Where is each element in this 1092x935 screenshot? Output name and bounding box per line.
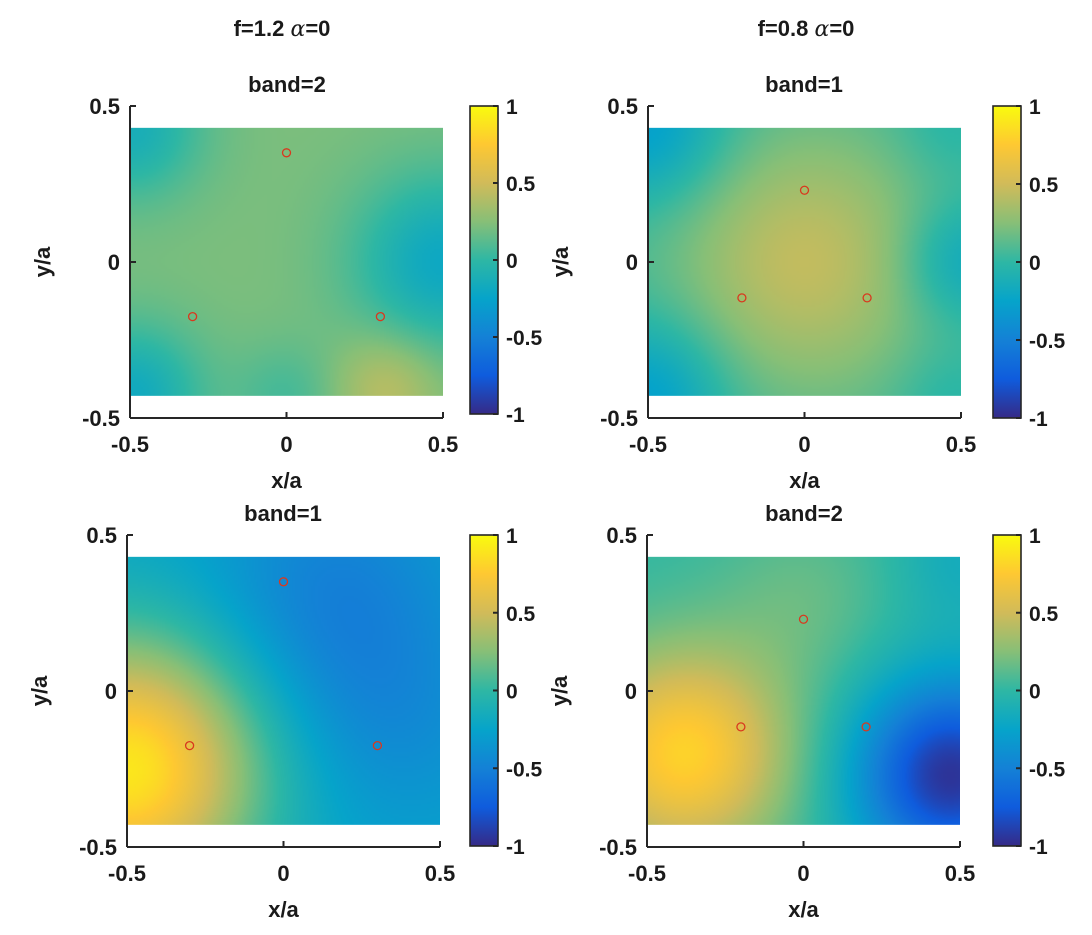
y-tick-label: 0 (108, 250, 120, 275)
site-marker (862, 293, 872, 303)
x-axis-label: x/a (268, 897, 299, 922)
panel-title: band=2 (248, 72, 326, 97)
colorbar-tick-label: -1 (506, 836, 525, 859)
colorbar-tick-label: -1 (506, 404, 525, 427)
site-marker (281, 148, 292, 158)
site-marker (372, 740, 383, 751)
colorbar-tick-label: 0 (506, 681, 518, 704)
y-tick-label: 0 (105, 679, 117, 704)
heatmap-field (648, 127, 961, 396)
x-tick-label: 0.5 (428, 432, 459, 457)
x-axis-label: x/a (788, 897, 819, 922)
y-tick-label: 0.5 (607, 94, 638, 119)
panel-top-right: band=1 -0.5 0 0.5 -0.5 0 0.5 x/a y/a -1 -0.5 0 0.5 1 (548, 72, 1066, 493)
x-tick-label: -0.5 (629, 432, 667, 457)
site-marker (798, 614, 809, 624)
x-tick-label: 0.5 (425, 861, 456, 886)
y-tick-label: 0.5 (89, 94, 120, 119)
y-axis-label: y/a (547, 675, 572, 706)
colorbar-tick-label: 0 (1029, 252, 1041, 275)
site-marker (737, 293, 747, 303)
x-axis-label: x/a (271, 468, 302, 493)
heatmap-field (130, 127, 443, 396)
colorbar-tick-label: 1 (506, 96, 518, 119)
site-marker (861, 722, 871, 732)
x-tick-label: 0 (277, 861, 289, 886)
colorbar-tick-label: -0.5 (506, 758, 543, 781)
heatmap-field (647, 556, 960, 825)
colorbar-tick-label: -0.5 (1029, 330, 1066, 353)
colorbar-tick-label: 0.5 (506, 603, 536, 626)
colorbar-tick-label: 0.5 (1029, 603, 1059, 626)
panel-bottom-right: band=2 -0.5 0 0.5 -0.5 0 0.5 x/a y/a -1 -0.5 0 0.5 1 (547, 501, 1066, 922)
heatmap-field (127, 556, 440, 825)
y-tick-label: -0.5 (599, 835, 637, 860)
panel-title: band=1 (765, 72, 843, 97)
colorbar-tick-label: 1 (1029, 96, 1041, 119)
panel-top-left: band=2 -0.5 0 0.5 -0.5 0 0.5 x/a y/a -1 -0.5 0 0.5 1 (30, 72, 543, 493)
colorbar-tick-label: -0.5 (1029, 758, 1066, 781)
colorbar-tick-label: 0.5 (506, 173, 536, 196)
y-tick-label: -0.5 (600, 406, 638, 431)
colorbar-tick-label: 0.5 (1029, 174, 1059, 197)
site-marker (184, 740, 195, 751)
y-tick-label: -0.5 (82, 406, 120, 431)
site-marker (187, 311, 198, 322)
y-tick-label: 0 (625, 679, 637, 704)
y-axis-label: y/a (548, 246, 573, 277)
colorbar-tick-label: -1 (1029, 408, 1048, 431)
y-tick-label: -0.5 (79, 835, 117, 860)
site-marker (736, 722, 746, 732)
x-tick-label: 0 (280, 432, 292, 457)
panel-title: band=2 (765, 501, 843, 526)
site-marker (375, 311, 386, 322)
x-tick-label: -0.5 (108, 861, 146, 886)
y-axis-label: y/a (30, 246, 55, 277)
colorbar-tick-label: -1 (1029, 836, 1048, 859)
column-title-right: f=0.8 α=0 (758, 16, 855, 42)
y-tick-label: 0 (626, 250, 638, 275)
colorbar-tick-label: 0 (506, 250, 518, 273)
panel-title: band=1 (244, 501, 322, 526)
site-marker (799, 185, 810, 195)
colorbar-tick-label: 1 (506, 525, 518, 548)
colorbar-tick-label: 0 (1029, 681, 1041, 704)
x-tick-label: 0.5 (945, 861, 976, 886)
y-tick-label: 0.5 (606, 523, 637, 548)
x-axis-label: x/a (789, 468, 820, 493)
colorbar-tick-label: 1 (1029, 525, 1041, 548)
panel-bottom-left: band=1 -0.5 0 0.5 -0.5 0 0.5 x/a y/a -1 -0.5 0 0.5 1 (27, 501, 543, 922)
y-axis-label: y/a (27, 675, 52, 706)
column-title-left: f=1.2 α=0 (234, 16, 331, 42)
x-tick-label: 0 (798, 432, 810, 457)
x-tick-label: 0 (797, 861, 809, 886)
x-tick-label: -0.5 (111, 432, 149, 457)
x-tick-label: 0.5 (946, 432, 977, 457)
x-tick-label: -0.5 (628, 861, 666, 886)
y-tick-label: 0.5 (86, 523, 117, 548)
colorbar-tick-label: -0.5 (506, 327, 543, 350)
site-marker (278, 577, 289, 587)
